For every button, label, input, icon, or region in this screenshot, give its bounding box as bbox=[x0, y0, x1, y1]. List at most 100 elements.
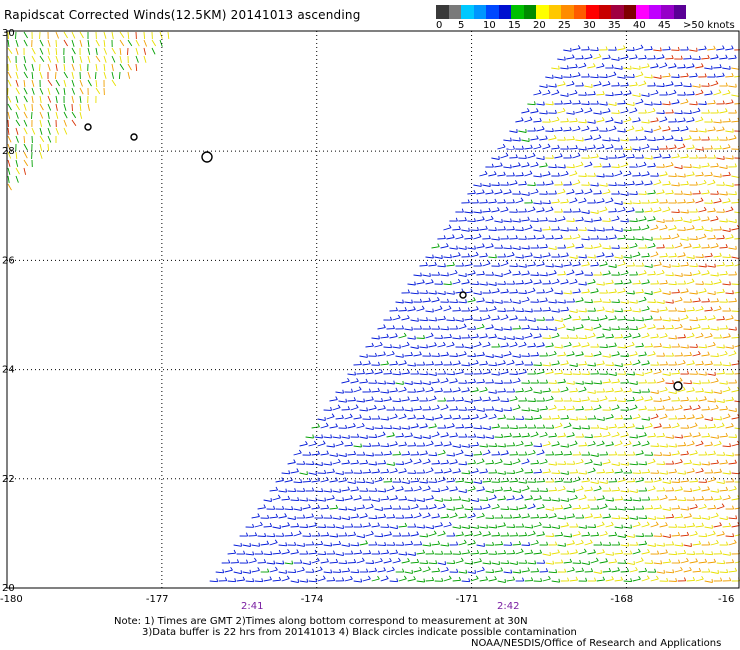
wind-barb-flag bbox=[448, 305, 452, 309]
wind-barb-flag bbox=[350, 495, 353, 499]
wind-barb-flag bbox=[701, 388, 704, 392]
wind-barb-flag bbox=[594, 227, 596, 232]
wind-barb-flag bbox=[371, 369, 374, 374]
wind-barb-flag bbox=[468, 470, 471, 474]
wind-barb-flag bbox=[399, 371, 401, 375]
wind-barb bbox=[686, 553, 695, 555]
wind-barb bbox=[506, 579, 515, 582]
wind-barb bbox=[347, 373, 356, 376]
wind-barb-flag bbox=[453, 290, 455, 295]
wind-barb bbox=[602, 355, 611, 358]
wind-barb-flag bbox=[383, 513, 387, 518]
wind-barb bbox=[638, 354, 647, 357]
wind-barb-flag bbox=[653, 82, 656, 86]
wind-barb-flag bbox=[693, 496, 696, 501]
wind-barb bbox=[317, 578, 326, 582]
wind-barb-flag bbox=[641, 396, 644, 400]
wind-barb bbox=[662, 292, 671, 295]
wind-barb bbox=[482, 344, 491, 348]
wind-barb-flag bbox=[515, 180, 518, 184]
wind-barb bbox=[719, 246, 728, 249]
wind-barb bbox=[431, 543, 440, 546]
wind-barb-flag bbox=[512, 388, 515, 393]
wind-barb-flag bbox=[269, 576, 272, 580]
wind-barb bbox=[620, 193, 629, 196]
wind-barb-flag bbox=[335, 558, 339, 563]
wind-barb bbox=[548, 571, 557, 574]
y-tick-label: 28 bbox=[2, 146, 15, 157]
wind-barb bbox=[710, 245, 719, 249]
wind-barb bbox=[329, 535, 338, 538]
wind-barb bbox=[590, 156, 599, 159]
wind-barb bbox=[95, 63, 98, 71]
wind-barb-flag bbox=[568, 314, 572, 318]
wind-barb bbox=[617, 535, 626, 538]
wind-barb bbox=[680, 264, 689, 267]
wind-barb-flag bbox=[591, 380, 593, 385]
wind-barb-flag bbox=[407, 558, 410, 562]
wind-barb bbox=[380, 552, 389, 555]
wind-barb-flag bbox=[647, 63, 650, 67]
wind-barb bbox=[704, 580, 713, 583]
wind-barb bbox=[704, 67, 713, 70]
wind-barb-flag bbox=[443, 341, 446, 346]
wind-barb-flag bbox=[675, 173, 677, 177]
wind-barb-flag bbox=[495, 389, 497, 394]
wind-barb bbox=[320, 507, 329, 510]
wind-barb bbox=[482, 427, 491, 431]
wind-barb-flag bbox=[518, 513, 521, 518]
wind-barb bbox=[63, 39, 68, 47]
wind-barb-flag bbox=[563, 432, 566, 437]
wind-barb-flag bbox=[698, 567, 702, 572]
wind-barb-flag bbox=[432, 254, 434, 259]
wind-barb bbox=[566, 245, 575, 249]
wind-barb bbox=[446, 454, 455, 457]
wind-barb-flag bbox=[618, 137, 620, 142]
wind-barb-flag bbox=[696, 128, 698, 132]
wind-barb bbox=[575, 299, 584, 303]
wind-barb bbox=[539, 408, 548, 411]
wind-barb-flag bbox=[677, 397, 680, 401]
wind-barb bbox=[668, 498, 677, 501]
wind-barb bbox=[665, 57, 674, 60]
wind-barb-flag bbox=[512, 199, 515, 203]
wind-barb bbox=[647, 488, 656, 492]
wind-barb bbox=[87, 55, 91, 63]
wind-barb bbox=[476, 544, 485, 547]
wind-barb-flag bbox=[503, 253, 506, 258]
wind-barb-flag bbox=[512, 550, 516, 554]
wind-barb-flag bbox=[422, 549, 425, 554]
wind-barb-flag bbox=[585, 254, 587, 258]
wind-barb-flag bbox=[539, 307, 542, 312]
wind-barb bbox=[575, 110, 584, 114]
wind-barb bbox=[545, 345, 554, 348]
wind-barb bbox=[572, 345, 581, 348]
wind-barb bbox=[611, 328, 620, 331]
wind-barb-flag bbox=[695, 558, 698, 562]
wind-barb bbox=[251, 516, 260, 519]
wind-barb bbox=[260, 543, 269, 546]
wind-barb bbox=[707, 48, 716, 51]
wind-barb-flag bbox=[587, 73, 590, 78]
wind-barb-flag bbox=[326, 504, 330, 509]
wind-barb-flag bbox=[686, 261, 689, 266]
wind-barb bbox=[632, 120, 641, 123]
wind-barb-flag bbox=[572, 54, 575, 58]
wind-barb-flag bbox=[426, 371, 428, 375]
wind-barb bbox=[392, 427, 401, 430]
wind-barb bbox=[512, 273, 521, 276]
wind-barb-flag bbox=[634, 404, 638, 408]
wind-barb-flag bbox=[325, 422, 329, 427]
wind-barb-flag bbox=[695, 72, 698, 77]
wind-barb bbox=[593, 83, 602, 87]
wind-barb-flag bbox=[599, 163, 602, 167]
wind-barb bbox=[521, 164, 530, 168]
wind-barb bbox=[479, 416, 488, 420]
wind-barb bbox=[425, 579, 434, 582]
wind-barb bbox=[47, 127, 51, 135]
wind-barb-flag bbox=[591, 434, 593, 438]
wind-barb bbox=[527, 209, 536, 213]
wind-barb-flag bbox=[707, 351, 710, 356]
wind-barb bbox=[323, 544, 332, 547]
wind-barb-flag bbox=[697, 404, 701, 409]
